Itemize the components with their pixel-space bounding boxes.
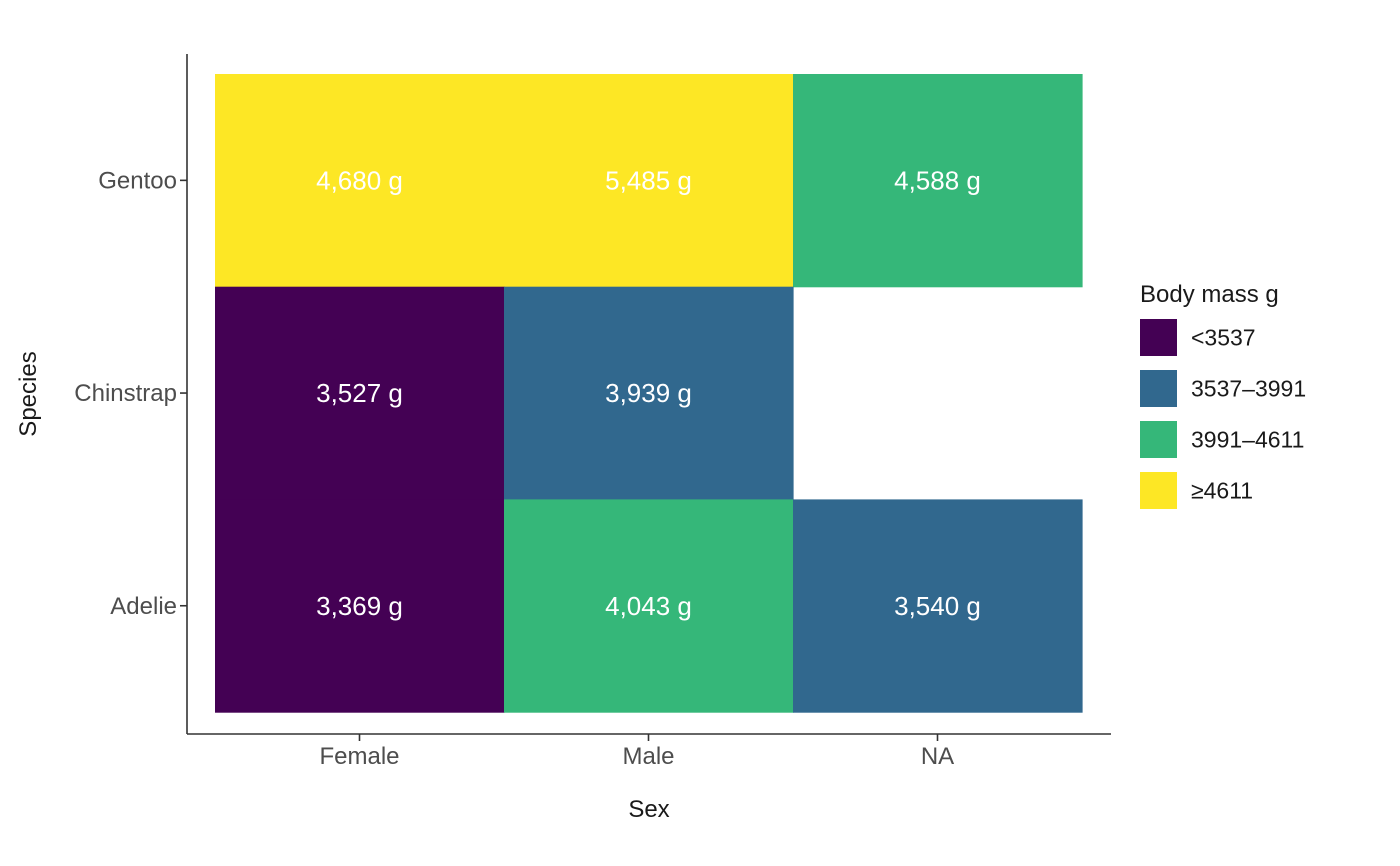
x-tick-label-female: Female xyxy=(319,743,399,770)
heatmap-cell-adelie-male xyxy=(504,499,794,713)
legend-key-3 xyxy=(1140,472,1177,509)
y-tick-label-gentoo: Gentoo xyxy=(98,167,177,194)
legend-key-1 xyxy=(1140,370,1177,407)
y-tick-label-chinstrap: Chinstrap xyxy=(74,380,177,407)
cell-label-adelie-na: 3,540 g xyxy=(894,591,981,621)
y-axis-title: Species xyxy=(15,351,42,436)
x-tick-label-na: NA xyxy=(921,743,954,770)
heatmap-cell-chinstrap-female xyxy=(215,286,505,500)
heatmap-cell-chinstrap-male xyxy=(504,286,794,500)
heatmap-cell-gentoo-na xyxy=(793,74,1083,288)
cell-label-adelie-female: 3,369 g xyxy=(316,591,403,621)
legend-label-2: 3991–4611 xyxy=(1191,427,1304,453)
cell-label-gentoo-female: 4,680 g xyxy=(316,165,403,195)
x-tick-label-male: Male xyxy=(622,743,674,770)
cell-label-gentoo-male: 5,485 g xyxy=(605,165,692,195)
cell-label-chinstrap-female: 3,527 g xyxy=(316,378,403,408)
axis-ticks: Female Male NA Adelie Chinstrap Gentoo xyxy=(74,167,954,770)
legend-label-0: <3537 xyxy=(1191,325,1256,351)
heatmap-cells: 4,680 g 5,485 g 4,588 g 3,527 g 3,939 g 3,369… xyxy=(215,74,1083,713)
heatmap-cell-gentoo-male xyxy=(504,74,794,288)
heatmap-cell-gentoo-female xyxy=(215,74,505,288)
legend: Body mass g <3537 3537–3991 3991–4611 ≥4611 xyxy=(1140,281,1306,509)
legend-key-2 xyxy=(1140,421,1177,458)
legend-label-1: 3537–3991 xyxy=(1191,376,1306,402)
cell-label-gentoo-na: 4,588 g xyxy=(894,165,981,195)
legend-title: Body mass g xyxy=(1140,281,1279,308)
heatmap-cell-adelie-na xyxy=(793,499,1083,713)
heatmap-cell-adelie-female xyxy=(215,499,505,713)
legend-key-0 xyxy=(1140,319,1177,356)
legend-label-3: ≥4611 xyxy=(1191,478,1253,504)
cell-label-adelie-male: 4,043 g xyxy=(605,591,692,621)
y-tick-label-adelie: Adelie xyxy=(110,593,177,620)
cell-label-chinstrap-male: 3,939 g xyxy=(605,378,692,408)
x-axis-title: Sex xyxy=(628,796,669,823)
